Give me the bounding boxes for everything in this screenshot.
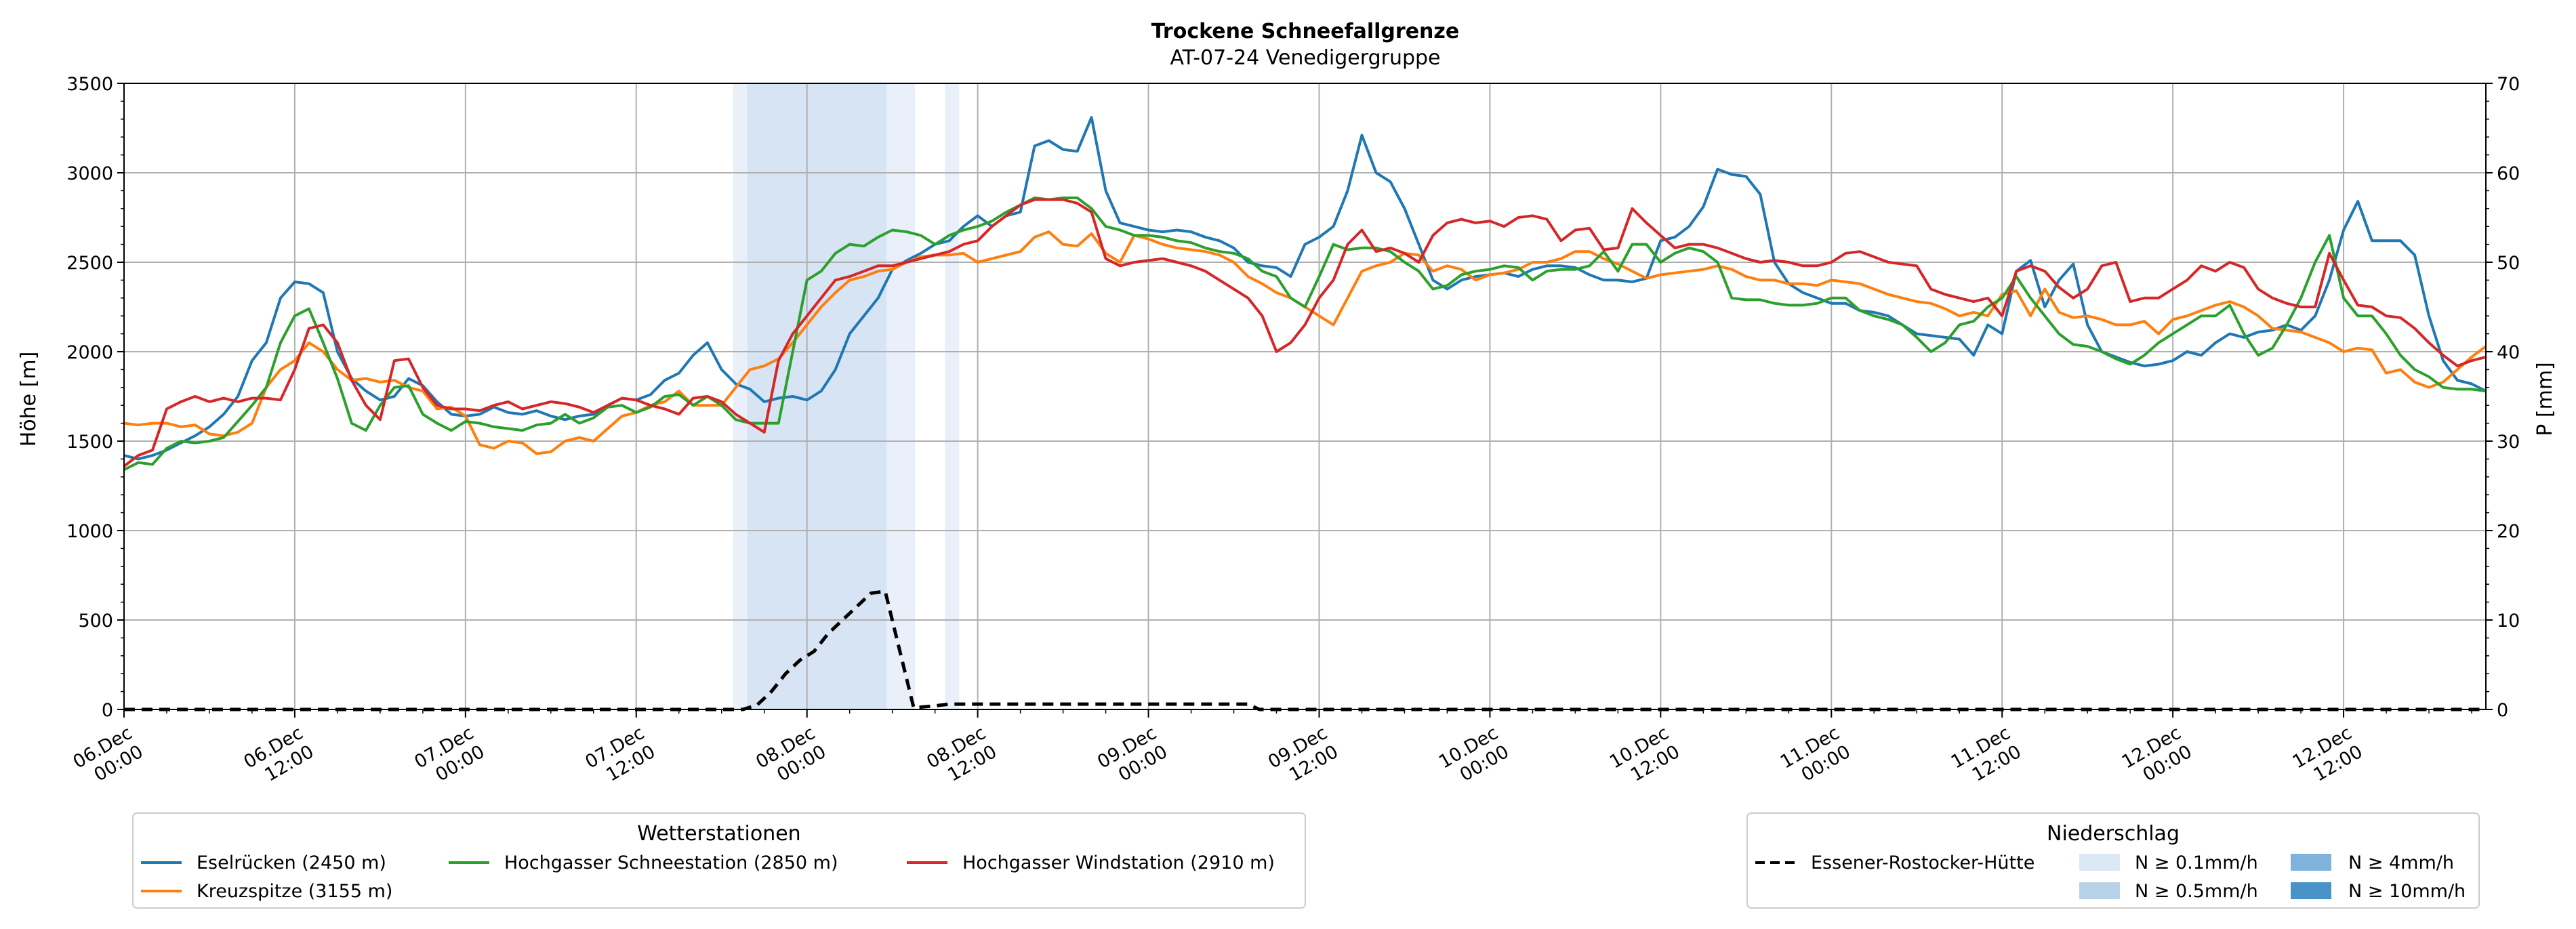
y2-tick-label-0: 0 xyxy=(2497,700,2508,721)
legend-swatch-n05 xyxy=(2079,882,2120,899)
y-tick-label-1500: 1500 xyxy=(66,432,113,453)
precip-band-3 xyxy=(945,83,960,709)
y-tick-label-3500: 3500 xyxy=(66,74,113,95)
chart-subtitle: AT-07-24 Venedigergruppe xyxy=(1170,46,1440,70)
precip-band-2 xyxy=(886,83,916,709)
y2-tick-label-60: 60 xyxy=(2497,163,2520,184)
y-tick-label-0: 0 xyxy=(102,700,113,721)
y-tick-label-500: 500 xyxy=(78,611,113,632)
legend-stations: Wetterstationen Eselrücken (2450 m) Kreu… xyxy=(132,812,1306,909)
legend-precip-title: Niederschlag xyxy=(2047,822,2180,846)
chart-title: Trockene Schneefallgrenze xyxy=(1151,20,1459,43)
legend-swatch-n4 xyxy=(2291,854,2331,871)
legend-entry-eselruecken: Eselrücken (2450 m) xyxy=(197,852,386,873)
y2-tick-label-20: 20 xyxy=(2497,521,2520,542)
precip-band-0 xyxy=(733,83,748,709)
y-axis-ticks: 0 500 1000 1500 2000 2500 3000 3500 xyxy=(66,74,124,721)
legend-precip: Niederschlag Essener-Rostocker-Hütte N ≥… xyxy=(1746,812,2480,909)
y-tick-label-2500: 2500 xyxy=(66,253,113,274)
series-line-3 xyxy=(123,198,2487,468)
y-tick-label-1000: 1000 xyxy=(66,521,113,542)
legend-entry-n01: N ≥ 0.1mm/h xyxy=(2135,852,2258,873)
precip-band-1 xyxy=(747,83,887,709)
legend-swatch-n01 xyxy=(2079,854,2120,871)
series-line-0 xyxy=(123,116,2487,461)
y-tick-label-2000: 2000 xyxy=(66,342,113,363)
legend-entry-n4: N ≥ 4mm/h xyxy=(2348,852,2454,873)
legend-entry-station-precip: Essener-Rostocker-Hütte xyxy=(1811,852,2035,873)
y2-tick-label-40: 40 xyxy=(2497,342,2520,363)
legend-entry-windstation: Hochgasser Windstation (2910 m) xyxy=(962,852,1275,873)
legend-entry-schneestation: Hochgasser Schneestation (2850 m) xyxy=(504,852,838,873)
series-line-4 xyxy=(124,590,2486,711)
legend-entry-kreuzspitze: Kreuzspitze (3155 m) xyxy=(197,881,392,902)
series-line-1 xyxy=(123,230,2487,455)
y2-axis-label: P [mm] xyxy=(2533,362,2557,436)
plot-frame xyxy=(123,83,2487,710)
legend-stations-title: Wetterstationen xyxy=(637,822,800,846)
y-axis-label: Höhe [m] xyxy=(17,352,41,447)
y2-tick-label-30: 30 xyxy=(2497,432,2520,453)
series-line-2 xyxy=(123,197,2487,471)
y2-tick-label-10: 10 xyxy=(2497,611,2520,632)
y2-tick-label-70: 70 xyxy=(2497,74,2520,95)
y2-tick-label-50: 50 xyxy=(2497,253,2520,274)
legend-entry-n10: N ≥ 10mm/h xyxy=(2348,881,2466,902)
grid-lines xyxy=(123,83,2486,710)
y-tick-label-3000: 3000 xyxy=(66,163,113,184)
series-lines xyxy=(123,116,2487,711)
legend-entry-n05: N ≥ 0.5mm/h xyxy=(2135,881,2258,902)
legend-swatch-n10 xyxy=(2291,882,2331,899)
y2-axis-ticks: 0 10 20 30 40 50 60 70 xyxy=(2486,74,2520,721)
